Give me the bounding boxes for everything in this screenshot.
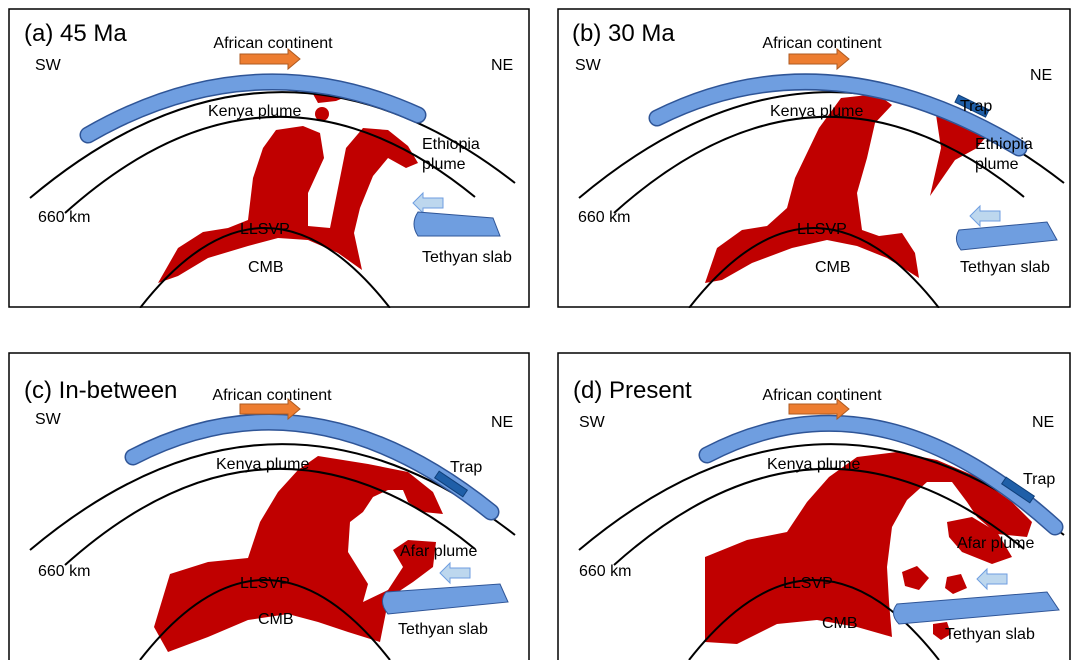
label: SW	[575, 57, 602, 74]
label: Afar plume	[957, 535, 1034, 552]
label: 660 km	[579, 563, 631, 580]
plume-blob	[902, 566, 929, 590]
motion-arrow	[789, 49, 849, 69]
panel-title: (a) 45 Ma	[24, 20, 127, 47]
label: 660 km	[38, 563, 90, 580]
slab	[414, 212, 500, 236]
plume-blob	[945, 574, 967, 594]
label: CMB	[248, 259, 284, 276]
label: Kenya plume	[216, 456, 309, 473]
label: LLSVP	[240, 575, 290, 592]
panel-title: (d) Present	[573, 377, 692, 404]
llsvp-shape	[158, 126, 418, 283]
label: Kenya plume	[767, 456, 860, 473]
label: Trap	[450, 459, 482, 476]
slab-arrow	[970, 206, 1000, 226]
panel-a: (a) 45 Ma African continent SW NE Kenya …	[8, 8, 530, 308]
slab-arrow	[413, 193, 443, 213]
panel-c: (c) In-between African continent SW NE K…	[8, 352, 530, 660]
panel-title: (b) 30 Ma	[572, 20, 675, 47]
label: NE	[1032, 414, 1054, 431]
label: SW	[35, 411, 62, 428]
label: Trap	[1023, 471, 1055, 488]
slab	[893, 592, 1059, 624]
label: CMB	[258, 611, 294, 628]
motion-arrow	[240, 49, 300, 69]
label: CMB	[822, 615, 858, 632]
label: CMB	[815, 259, 851, 276]
label: Afar plume	[400, 543, 477, 560]
label: Ethiopia	[975, 136, 1033, 153]
label: SW	[35, 57, 62, 74]
slab-arrow	[977, 569, 1007, 589]
panel-d: (d) Present African continent SW NE Keny…	[557, 352, 1071, 660]
label: LLSVP	[797, 221, 847, 238]
label: Trap	[960, 98, 992, 115]
label: African continent	[213, 35, 333, 52]
panel-title: (c) In-between	[24, 377, 177, 404]
label: NE	[491, 57, 513, 74]
label: Kenya plume	[770, 103, 863, 120]
slab	[956, 222, 1057, 250]
label: LLSVP	[240, 221, 290, 238]
label: African continent	[212, 387, 332, 404]
label: plume	[422, 156, 466, 173]
label: Tethyan slab	[422, 249, 512, 266]
label: LLSVP	[783, 575, 833, 592]
panel-b: (b) 30 Ma African continent SW NE Trap K…	[557, 8, 1071, 308]
label: NE	[1030, 67, 1052, 84]
label: plume	[975, 156, 1019, 173]
label: Tethyan slab	[398, 621, 488, 638]
label: 660 km	[578, 209, 630, 226]
label: Tethyan slab	[945, 626, 1035, 643]
label: 660 km	[38, 209, 90, 226]
label: Kenya plume	[208, 103, 301, 120]
label: African continent	[762, 35, 882, 52]
page: (a) 45 Ma African continent SW NE Kenya …	[0, 0, 1079, 660]
label: SW	[579, 414, 606, 431]
label: Tethyan slab	[960, 259, 1050, 276]
label: Ethiopia	[422, 136, 480, 153]
slab-arrow	[440, 563, 470, 583]
label: African continent	[762, 387, 882, 404]
label: NE	[491, 414, 513, 431]
